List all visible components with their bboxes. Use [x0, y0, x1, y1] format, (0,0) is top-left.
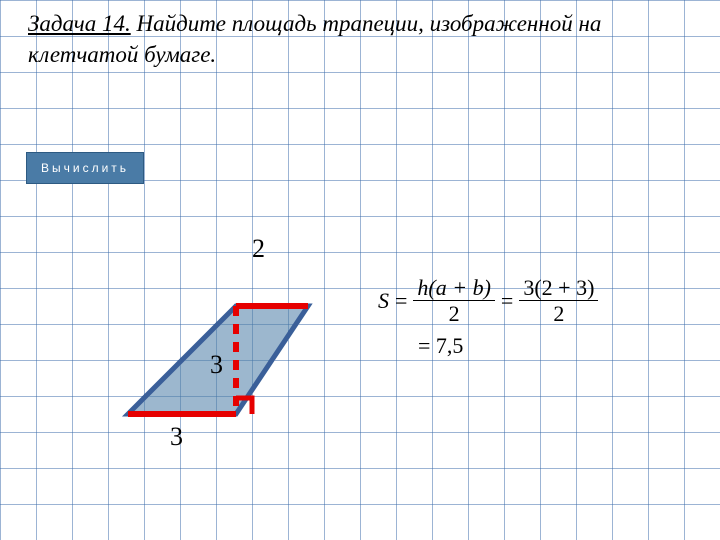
- compute-button[interactable]: Вычислить: [26, 152, 144, 184]
- frac1-den: 2: [445, 301, 464, 326]
- problem-title: Задача 14. Найдите площадь трапеции, изо…: [28, 8, 688, 70]
- formula-frac-2: 3(2 + 3) 2: [519, 275, 598, 327]
- formula-lhs: S: [378, 288, 389, 314]
- frac1-num: h(a + b): [413, 275, 495, 301]
- formula-result: 7,5: [436, 333, 464, 358]
- label-top-base: 2: [252, 234, 265, 264]
- label-height: 3: [210, 350, 223, 380]
- formula-row-1: S = h(a + b) 2 = 3(2 + 3) 2: [378, 275, 708, 327]
- problem-number: Задача 14.: [28, 11, 131, 36]
- formula-eq-2: =: [501, 288, 513, 314]
- trapezoid-diagram: 2 3 3: [100, 240, 360, 460]
- formula-frac-1: h(a + b) 2: [413, 275, 495, 327]
- area-formula: S = h(a + b) 2 = 3(2 + 3) 2 = 7,5: [378, 275, 708, 359]
- frac2-den: 2: [549, 301, 568, 326]
- formula-eq-1: =: [395, 288, 407, 314]
- trapezoid-svg: [100, 240, 360, 460]
- formula-result-prefix: =: [418, 333, 436, 358]
- label-bottom-base: 3: [170, 422, 183, 452]
- compute-button-label: Вычислить: [41, 161, 129, 175]
- frac2-num: 3(2 + 3): [519, 275, 598, 301]
- formula-row-2: = 7,5: [378, 333, 708, 359]
